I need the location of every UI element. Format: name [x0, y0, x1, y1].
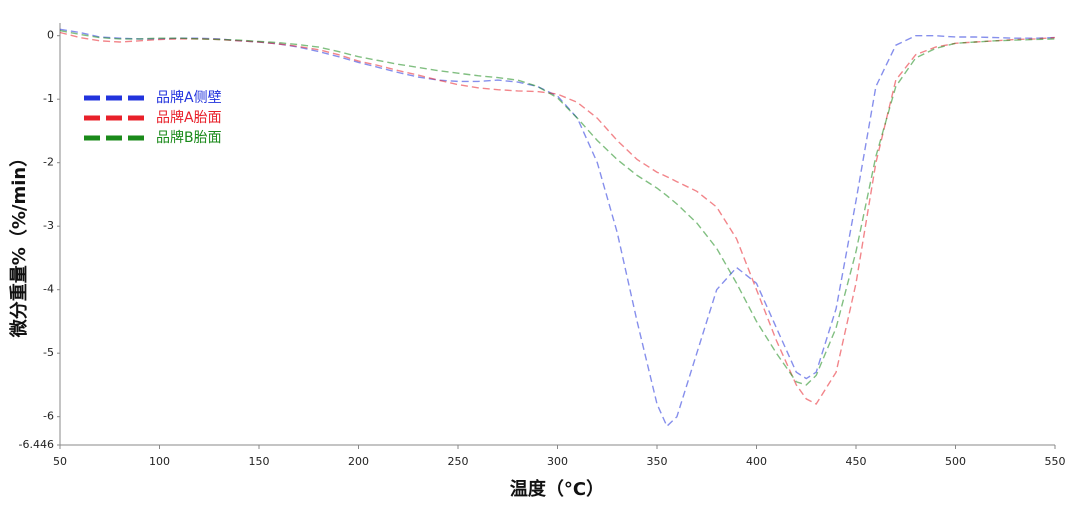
x-axis-title: 温度（°C） — [510, 478, 604, 500]
y-tick-label: -6 — [43, 410, 54, 423]
y-tick-label: -1 — [43, 92, 54, 105]
x-tick-label: 450 — [846, 455, 867, 468]
x-tick-label: 250 — [448, 455, 469, 468]
y-tick-label: 0 — [47, 29, 54, 42]
x-tick-label: 350 — [647, 455, 668, 468]
data-line — [59, 28, 1056, 428]
legend-label: 品牌A胎面 — [156, 109, 222, 126]
x-tick-label: 150 — [249, 455, 270, 468]
data-line — [59, 29, 1056, 386]
legend-label: 品牌A侧壁 — [156, 89, 222, 106]
y-axis-title: 微分重量%（%/min） — [8, 149, 30, 338]
x-tick-label: 200 — [348, 455, 369, 468]
y-tick-label: -5 — [43, 346, 54, 359]
x-tick-label: 550 — [1045, 455, 1066, 468]
y-tick-label: -3 — [43, 219, 54, 232]
x-tick-label: 300 — [547, 455, 568, 468]
y-tick-label: -2 — [43, 156, 54, 169]
x-tick-label: 400 — [746, 455, 767, 468]
y-tick-label: -4 — [43, 283, 54, 296]
x-tick-label: 50 — [53, 455, 67, 468]
y-tick-label: -6.446 — [19, 438, 54, 451]
x-tick-label: 500 — [945, 455, 966, 468]
legend-label: 品牌B胎面 — [156, 129, 222, 146]
data-line — [59, 31, 1056, 405]
x-tick-label: 100 — [149, 455, 170, 468]
